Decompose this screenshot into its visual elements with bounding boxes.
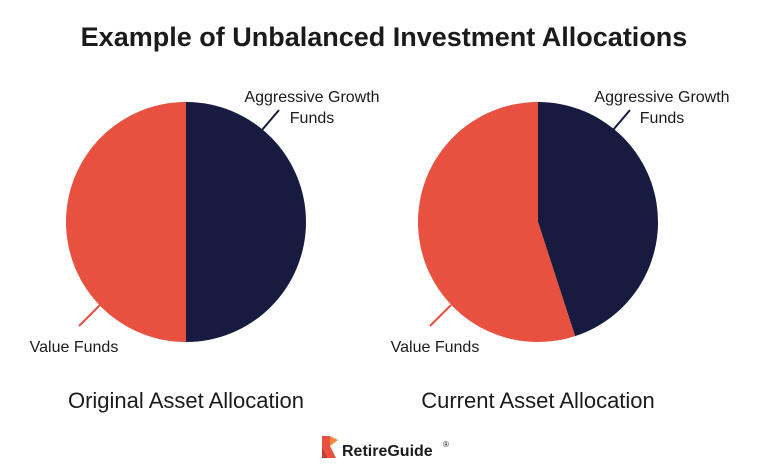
- leader-line-aggressive-growth-current: [612, 109, 631, 131]
- pie-slice-aggressive-growth-funds-original: [186, 102, 306, 342]
- pie-slices-original: [66, 102, 306, 342]
- slice-label-aggressive-growth-line1-current: Aggressive Growth: [594, 89, 729, 106]
- pie-chart-original: Value Funds Aggressive Growth Funds Orig…: [30, 89, 380, 413]
- pie-chart-current: Value Funds Aggressive Growth Funds Curr…: [391, 89, 730, 413]
- slice-label-aggressive-growth-line2-original: Funds: [290, 110, 334, 127]
- pie-slice-aggressive-growth-funds-current: [538, 102, 659, 337]
- leader-line-value-funds-current: [429, 304, 452, 327]
- brand-registered-mark: ®: [443, 440, 449, 449]
- pie-slice-value-funds-current: [418, 102, 576, 343]
- brand-name: RetireGuide: [342, 443, 433, 460]
- brand-footer: RetireGuide ®: [322, 436, 449, 460]
- slice-label-aggressive-growth-line2-current: Funds: [640, 110, 684, 127]
- chart-title: Example of Unbalanced Investment Allocat…: [81, 22, 688, 52]
- pie-slices-current: [418, 102, 659, 343]
- leader-line-aggressive-growth-original: [261, 109, 280, 131]
- pie-caption-original: Original Asset Allocation: [68, 388, 304, 413]
- pie-caption-current: Current Asset Allocation: [421, 388, 655, 413]
- slice-label-value-funds-current: Value Funds: [391, 339, 480, 356]
- slice-label-value-funds-original: Value Funds: [30, 339, 119, 356]
- leader-line-value-funds-original: [78, 304, 101, 327]
- pie-slice-value-funds-original: [66, 102, 186, 342]
- retireguide-logo-icon: [322, 436, 338, 458]
- slice-label-aggressive-growth-line1-original: Aggressive Growth: [244, 89, 379, 106]
